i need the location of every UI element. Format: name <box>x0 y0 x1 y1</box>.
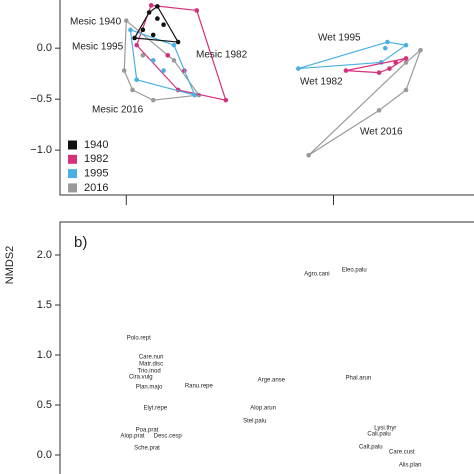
y-tick-label: 0.0 <box>37 449 52 461</box>
species-label: Stel.palu <box>243 419 266 425</box>
point <box>223 97 229 103</box>
point <box>418 47 423 53</box>
point <box>194 8 200 13</box>
point <box>132 35 137 41</box>
legend-swatch <box>68 154 77 164</box>
point <box>393 60 398 65</box>
species-label: Poa.prat <box>136 428 159 434</box>
group-label: Mesic 1940 <box>70 17 122 28</box>
species-label: Alop.prat <box>121 434 145 440</box>
point <box>376 108 382 113</box>
y-tick-label: −1.0 <box>30 144 52 156</box>
species-label: Cira.vulg <box>129 375 153 381</box>
species-label: Sche.prat <box>134 446 160 452</box>
point <box>161 68 166 73</box>
legend-label: 2016 <box>84 182 108 194</box>
hull <box>308 48 422 156</box>
point <box>155 16 160 21</box>
point <box>403 56 409 61</box>
point <box>403 42 409 48</box>
y-tick-label: 0.5 <box>37 399 52 411</box>
y-tick-label: 0.0 <box>37 42 52 54</box>
species-label: Polo.rept <box>127 336 151 342</box>
point <box>376 70 382 75</box>
point <box>150 32 156 38</box>
species-label: Eleo.palu <box>342 268 367 274</box>
species-label: Agro.cani <box>304 272 329 278</box>
species-label: Elyt.repe <box>143 406 167 412</box>
point <box>140 53 146 58</box>
point <box>124 18 129 23</box>
label-bg <box>68 15 124 29</box>
point <box>343 68 349 73</box>
point <box>128 27 133 33</box>
y-tick-label: 1.0 <box>37 349 52 361</box>
species-label: Desc.cesp <box>154 434 183 440</box>
point <box>155 4 160 9</box>
species-label: Alis.plan <box>399 463 422 469</box>
point <box>295 66 301 71</box>
species-label: Cali.palu <box>367 432 390 438</box>
species-label: Lysi.thyr <box>374 426 396 432</box>
point <box>134 77 139 83</box>
legend-swatch <box>68 183 77 193</box>
legend-label: 1940 <box>84 139 108 151</box>
species-label: Phal.arun <box>346 376 372 382</box>
y-tick-label: 1.5 <box>37 299 52 311</box>
point <box>306 152 311 158</box>
group-label: Wet 1982 <box>300 77 343 88</box>
point <box>148 3 154 8</box>
y-tick-label: 0.5 <box>37 0 52 3</box>
species-label: Care.nuri <box>139 355 164 361</box>
point <box>140 27 146 33</box>
y-axis-label: NMDS2 <box>4 246 16 285</box>
point <box>175 39 181 45</box>
plot-frame <box>59 0 474 196</box>
species-label: Matr.disc <box>139 362 163 368</box>
legend-swatch <box>68 140 77 150</box>
point <box>146 10 152 15</box>
point <box>383 45 388 51</box>
legend-swatch <box>68 169 77 179</box>
plot-frame <box>59 221 474 474</box>
point <box>171 42 177 48</box>
group-label: Wet 1995 <box>318 33 361 44</box>
legend-label: 1995 <box>84 168 108 180</box>
species-label: Alop.arun <box>250 406 276 412</box>
species-label: Calt.palu <box>359 445 383 451</box>
point <box>150 58 156 63</box>
point <box>403 60 409 65</box>
species-label: Ranu.repe <box>185 384 214 390</box>
species-label: Plan.majo <box>136 385 163 391</box>
point <box>150 97 156 103</box>
point <box>387 66 392 71</box>
y-tick-label: −0.5 <box>30 93 52 105</box>
point <box>192 92 197 98</box>
legend-label: 1982 <box>84 153 108 165</box>
group-label: Mesic 1995 <box>72 42 124 53</box>
species-label: Trio.inod <box>138 369 161 375</box>
point <box>161 22 166 28</box>
group-label: Wet 2016 <box>360 127 403 138</box>
point <box>121 68 127 73</box>
species-label: Care.cust <box>389 450 415 456</box>
group-label: Mesic 1982 <box>196 50 248 61</box>
group-label: Mesic 2016 <box>92 105 144 116</box>
species-label: Arge.anse <box>258 378 286 384</box>
panel-title: b) <box>74 234 87 251</box>
point <box>134 42 139 48</box>
point <box>385 39 390 45</box>
point <box>130 87 135 93</box>
point <box>171 58 177 63</box>
point <box>165 53 171 58</box>
point <box>403 87 409 93</box>
y-tick-label: 2.0 <box>37 249 52 261</box>
